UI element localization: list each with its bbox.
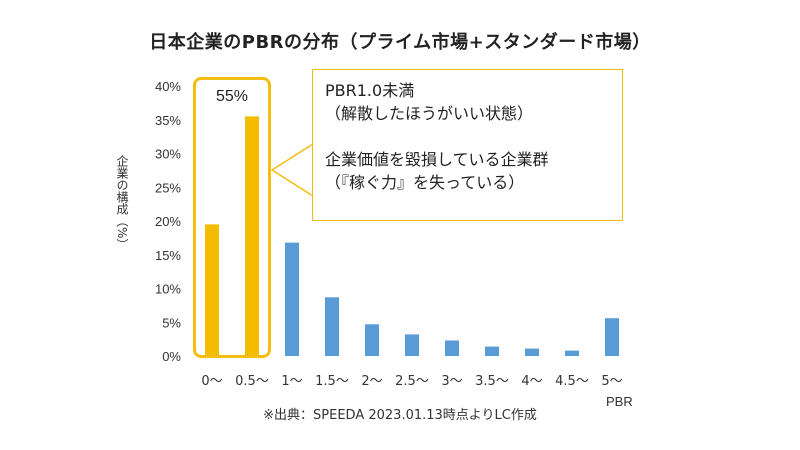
x-tick-label: 1〜 [281, 374, 302, 389]
highlight-percentage-label: 55% [215, 88, 249, 105]
bar [525, 348, 539, 356]
bar [445, 340, 459, 356]
x-tick-label: 4〜 [521, 374, 542, 389]
x-tick-label: 3〜 [441, 374, 462, 389]
x-axis-title: PBR [606, 394, 633, 409]
bar [245, 116, 259, 356]
callout-line: （解散したほうがいい状態） [325, 104, 534, 123]
y-tick-label: 10% [155, 282, 181, 297]
callout-line: PBR1.0未満 [325, 81, 415, 100]
callout-box: PBR1.0未満 （解散したほうがいい状態） 企業価値を毀損している企業群 （『… [312, 69, 623, 221]
callout-pointer [270, 142, 314, 198]
bar [285, 242, 299, 356]
x-tick-label: 5〜 [601, 374, 622, 389]
bar [325, 297, 339, 356]
bar [565, 350, 579, 356]
y-tick-label: 25% [155, 180, 181, 195]
x-axis-ticks: 0〜 0.5〜 1〜 1.5〜 2〜 2.5〜 3〜 3.5〜 4〜 4.5〜 5〜 [201, 374, 622, 389]
callout-line: （『稼ぐ力』を失っている） [325, 173, 525, 192]
x-tick-label: 0.5〜 [235, 374, 269, 389]
bar [205, 224, 219, 356]
y-tick-label: 35% [155, 113, 181, 128]
bar [605, 318, 619, 356]
x-tick-label: 4.5〜 [555, 374, 589, 389]
source-note: ※出典：SPEEDA 2023.01.13時点よりLC作成 [263, 408, 537, 423]
bar [365, 324, 379, 356]
x-tick-label: 2〜 [361, 374, 382, 389]
y-axis-title: 企業の構成（%） [115, 155, 129, 251]
x-tick-label: 2.5〜 [395, 374, 429, 389]
x-tick-label: 0〜 [201, 374, 222, 389]
bar [405, 334, 419, 356]
bar [485, 346, 499, 356]
y-axis-ticks: 0% 5% 10% 15% 20% 25% 30% 35% 40% [155, 79, 181, 364]
y-tick-label: 30% [155, 147, 181, 162]
x-tick-label: 3.5〜 [475, 374, 509, 389]
callout-line: 企業価値を毀損している企業群 [325, 150, 549, 169]
bars [205, 116, 619, 356]
y-tick-label: 5% [162, 315, 181, 330]
y-tick-label: 40% [155, 79, 181, 94]
highlight-box [193, 77, 271, 358]
chart-title: 日本企業のPBRの分布（プライム市場+スタンダード市場） [149, 32, 651, 53]
y-tick-label: 15% [155, 248, 181, 263]
x-tick-label: 1.5〜 [315, 374, 349, 389]
y-tick-label: 0% [162, 349, 181, 364]
y-tick-label: 20% [155, 214, 181, 229]
